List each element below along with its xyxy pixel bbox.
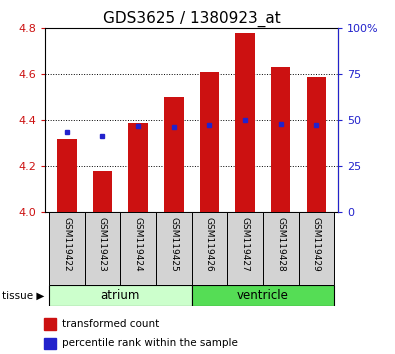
Bar: [235, 33, 255, 212]
Text: GSM119422: GSM119422: [62, 217, 71, 272]
Bar: [49, 212, 85, 285]
Bar: [299, 212, 334, 285]
Bar: [57, 139, 77, 212]
Text: tissue ▶: tissue ▶: [2, 291, 44, 301]
Text: GSM119424: GSM119424: [134, 217, 143, 272]
Bar: [93, 171, 112, 212]
Bar: [199, 72, 219, 212]
Bar: [44, 338, 56, 349]
Title: GDS3625 / 1380923_at: GDS3625 / 1380923_at: [103, 11, 280, 27]
Text: GSM119429: GSM119429: [312, 217, 321, 272]
Bar: [156, 212, 192, 285]
Bar: [85, 212, 120, 285]
Text: percentile rank within the sample: percentile rank within the sample: [62, 338, 238, 348]
Text: ventricle: ventricle: [237, 289, 289, 302]
Bar: [164, 97, 184, 212]
Text: GSM119427: GSM119427: [241, 217, 250, 272]
Bar: [192, 212, 227, 285]
Text: GSM119426: GSM119426: [205, 217, 214, 272]
Bar: [271, 67, 290, 212]
Text: transformed count: transformed count: [62, 319, 160, 329]
Text: GSM119425: GSM119425: [169, 217, 178, 272]
Bar: [120, 212, 156, 285]
Text: GSM119428: GSM119428: [276, 217, 285, 272]
Text: atrium: atrium: [101, 289, 140, 302]
Bar: [227, 212, 263, 285]
Bar: [192, 285, 334, 306]
Bar: [44, 318, 56, 330]
Text: GSM119423: GSM119423: [98, 217, 107, 272]
Bar: [307, 77, 326, 212]
Bar: [263, 212, 299, 285]
Bar: [49, 285, 192, 306]
Bar: [128, 123, 148, 212]
